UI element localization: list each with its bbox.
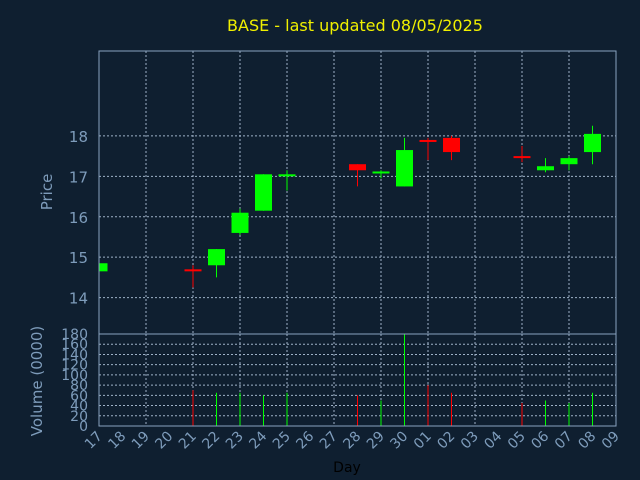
x-tick-labels: 17 18 19 20 21 22 23 24 25 26 27 28 29 30 01 02 03 04 05 06… — [82, 428, 623, 452]
x-tick-label: 21 — [176, 429, 200, 453]
price-grid — [98, 51, 617, 334]
x-tick-label: 22 — [199, 429, 223, 453]
x-tick-label: 19 — [129, 429, 153, 453]
x-tick-label: 23 — [223, 429, 247, 453]
volume-axis-label: Volume (0000) — [28, 326, 46, 436]
volume-tick-label: 80 — [70, 378, 88, 394]
x-tick-label: 27 — [317, 429, 341, 453]
chart-title: BASE - last updated 08/05/2025 — [227, 16, 483, 35]
volume-tick-label: 140 — [61, 347, 88, 363]
price-tick-label: 14 — [69, 290, 88, 308]
x-tick-label: 02 — [434, 429, 458, 453]
x-tick-label: 03 — [458, 429, 482, 453]
candle-body — [372, 171, 390, 174]
x-tick-label: 26 — [293, 428, 317, 452]
candle-body — [278, 174, 296, 177]
candle-body — [396, 150, 413, 187]
price-tick-labels: 14 15 16 17 18 — [69, 128, 88, 308]
volume-tick-label: 40 — [70, 399, 88, 415]
x-tick-label: 07 — [552, 429, 576, 453]
candle-body — [513, 156, 531, 159]
volume-tick-label: 0 — [79, 419, 88, 435]
price-tick-label: 15 — [69, 249, 88, 267]
price-tick-label: 17 — [69, 168, 88, 186]
x-tick-label: 04 — [481, 428, 505, 452]
x-tick-label: 18 — [105, 429, 129, 453]
x-tick-label: 06 — [528, 428, 552, 452]
candle-body — [349, 164, 366, 171]
x-tick-label: 30 — [387, 429, 411, 453]
volume-bars — [192, 334, 593, 426]
candle-body — [584, 133, 601, 153]
x-tick-label: 05 — [505, 429, 529, 453]
volume-tick-label: 100 — [61, 368, 88, 384]
price-panel-frame — [98, 50, 617, 335]
candle-body — [255, 174, 272, 211]
price-tick-label: 18 — [69, 128, 88, 146]
x-tick-label: 01 — [411, 429, 435, 453]
volume-tick-label: 180 — [61, 327, 88, 343]
candle-body — [419, 139, 437, 142]
candle-body — [443, 137, 460, 153]
candle-body — [208, 249, 225, 266]
x-tick-label: 25 — [270, 429, 294, 453]
x-axis-label: Day — [333, 460, 361, 476]
volume-tick-label: 160 — [61, 337, 88, 353]
volume-tick-label: 120 — [61, 358, 88, 374]
candle-body — [231, 212, 249, 233]
candle-body — [537, 166, 554, 171]
x-tick-label: 08 — [575, 429, 599, 453]
candle-body — [184, 269, 202, 272]
x-tick-label: 29 — [364, 429, 388, 453]
candles — [98, 125, 601, 288]
x-tick-label: 28 — [340, 429, 364, 453]
volume-tick-label: 60 — [70, 388, 88, 404]
candle-body — [560, 158, 578, 165]
price-axis-label: Price — [38, 174, 56, 211]
volume-tick-label: 20 — [70, 409, 88, 425]
candle-body — [99, 263, 108, 272]
x-tick-label: 24 — [246, 428, 270, 452]
volume-panel-frame — [98, 333, 617, 427]
x-tick-label: 20 — [152, 429, 176, 453]
price-tick-label: 16 — [69, 209, 88, 227]
x-tick-label: 09 — [599, 429, 623, 453]
